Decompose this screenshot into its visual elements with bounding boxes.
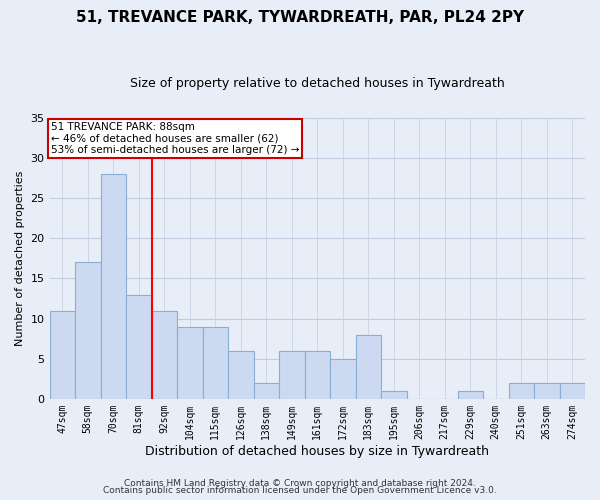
Bar bbox=[560, 383, 585, 399]
X-axis label: Distribution of detached houses by size in Tywardreath: Distribution of detached houses by size … bbox=[145, 444, 489, 458]
Bar bbox=[50, 310, 75, 399]
Bar bbox=[458, 391, 483, 399]
Text: Contains HM Land Registry data © Crown copyright and database right 2024.: Contains HM Land Registry data © Crown c… bbox=[124, 478, 476, 488]
Bar bbox=[228, 350, 254, 399]
Bar bbox=[152, 310, 177, 399]
Bar bbox=[381, 391, 407, 399]
Bar bbox=[330, 358, 356, 399]
Bar bbox=[356, 334, 381, 399]
Bar bbox=[177, 326, 203, 399]
Y-axis label: Number of detached properties: Number of detached properties bbox=[15, 171, 25, 346]
Bar bbox=[75, 262, 101, 399]
Bar bbox=[305, 350, 330, 399]
Text: 51, TREVANCE PARK, TYWARDREATH, PAR, PL24 2PY: 51, TREVANCE PARK, TYWARDREATH, PAR, PL2… bbox=[76, 10, 524, 25]
Bar bbox=[254, 383, 279, 399]
Bar bbox=[203, 326, 228, 399]
Bar bbox=[509, 383, 534, 399]
Bar bbox=[126, 294, 152, 399]
Text: 51 TREVANCE PARK: 88sqm
← 46% of detached houses are smaller (62)
53% of semi-de: 51 TREVANCE PARK: 88sqm ← 46% of detache… bbox=[51, 122, 299, 156]
Title: Size of property relative to detached houses in Tywardreath: Size of property relative to detached ho… bbox=[130, 78, 505, 90]
Bar bbox=[101, 174, 126, 399]
Text: Contains public sector information licensed under the Open Government Licence v3: Contains public sector information licen… bbox=[103, 486, 497, 495]
Bar bbox=[534, 383, 560, 399]
Bar bbox=[279, 350, 305, 399]
